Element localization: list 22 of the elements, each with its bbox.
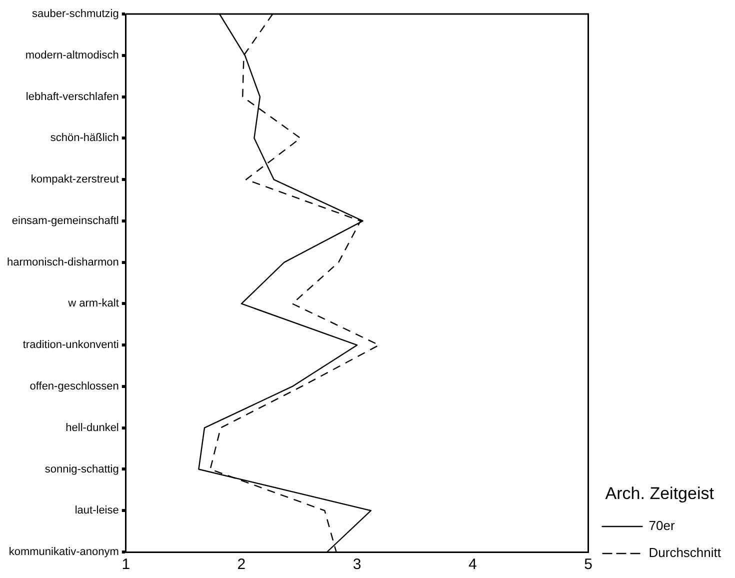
y-tick-label: kompakt-zerstreut (30, 174, 119, 186)
y-tick-label: schön-häßlich (50, 132, 119, 144)
y-tick-label: modern-altmodisch (25, 49, 119, 62)
y-tick-label: kommunikativ-anonym (8, 546, 119, 558)
y-tick-label: sauber-schmutzig (32, 8, 119, 20)
y-tick-label: harmonisch-disharmon (6, 256, 119, 268)
x-tick-label: 3 (352, 556, 362, 574)
y-tick-label: lebhaft-verschlafen (26, 90, 119, 103)
y-tick-label: einsam-gemeinschaftl (12, 214, 119, 227)
y-tick-label: sonnig-schattig (44, 463, 119, 476)
x-tick-label: 1 (122, 556, 130, 574)
legend-label: Durchschnitt (648, 545, 722, 560)
x-tick-label: 4 (468, 556, 477, 574)
y-tick-label: w arm-kalt (67, 298, 119, 310)
y-tick-label: laut-leise (74, 504, 119, 517)
legend-title: Arch. Zeitgeist (605, 484, 714, 503)
x-tick-label: 2 (237, 556, 246, 574)
y-tick-label: tradition-unkonventi (22, 339, 119, 352)
x-tick-label: 5 (584, 556, 592, 574)
legend-label: 70er (648, 518, 676, 534)
y-tick-label: offen-geschlossen (30, 380, 119, 392)
y-tick-label: hell-dunkel (66, 422, 119, 434)
